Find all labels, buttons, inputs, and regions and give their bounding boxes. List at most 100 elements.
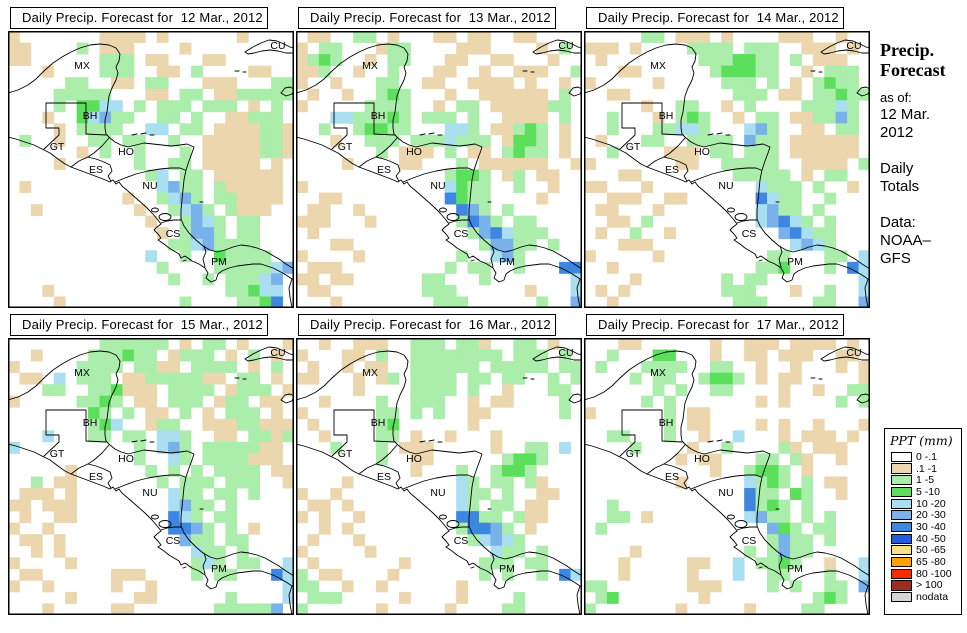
precip-cell	[433, 31, 446, 43]
precip-cell	[213, 568, 226, 581]
lake-outline	[151, 207, 159, 213]
precip-cell	[421, 395, 434, 408]
precip-cell	[225, 522, 238, 535]
country-label-cu: CU	[270, 347, 285, 359]
precip-cell	[191, 192, 203, 205]
precip-cell	[271, 123, 283, 136]
precip-cell	[248, 372, 261, 385]
precip-cell	[236, 261, 249, 274]
precip-map-15-mar-2012: MX CU BH GT HO ES NU CS PM	[7, 338, 295, 616]
precip-cell	[65, 88, 78, 101]
precip-cell	[732, 372, 745, 385]
precip-cell	[225, 476, 238, 489]
precip-cell	[732, 77, 745, 90]
precip-cell	[467, 192, 480, 205]
coastline	[7, 43, 295, 270]
precip-cell	[236, 464, 249, 477]
precip-cell	[271, 169, 283, 182]
precip-cell	[812, 146, 825, 159]
precip-cell	[202, 204, 215, 217]
precip-cell	[307, 557, 320, 570]
precip-cell	[191, 65, 203, 78]
precip-cell	[202, 499, 215, 512]
precip-cell	[330, 54, 343, 67]
precip-cell	[387, 407, 400, 420]
precip-cell	[858, 361, 871, 374]
precip-cell	[524, 88, 537, 101]
precip-cell	[225, 77, 238, 90]
precip-cell	[236, 181, 249, 193]
country-label-bh: BH	[659, 110, 674, 122]
precip-cell	[99, 384, 112, 397]
precip-cell	[99, 395, 112, 408]
precip-cell	[467, 169, 480, 182]
precip-cell	[236, 453, 249, 466]
precip-cell	[801, 349, 814, 362]
precip-cell	[156, 476, 169, 489]
precip-cell	[686, 157, 699, 170]
precip-cell	[801, 511, 814, 524]
precip-cell	[732, 65, 745, 78]
precip-cell	[744, 146, 756, 159]
country-label-es: ES	[377, 471, 391, 483]
precip-cell	[248, 88, 261, 101]
precip-cell	[778, 215, 791, 228]
precip-cell	[307, 580, 320, 593]
precip-cell	[421, 361, 434, 374]
precip-cell	[168, 65, 180, 78]
precip-cell	[282, 261, 295, 274]
precip-cell	[767, 42, 779, 55]
precip-cell	[259, 250, 272, 263]
precip-cell	[789, 181, 802, 193]
precip-cell	[501, 157, 514, 170]
precip-cell	[88, 123, 100, 136]
precip-cell	[835, 169, 848, 182]
precip-cell	[536, 227, 549, 240]
country-label-es: ES	[665, 164, 679, 176]
precip-cell	[156, 169, 169, 182]
precip-cell	[732, 284, 745, 297]
precip-cell	[318, 261, 331, 274]
precip-cell	[812, 522, 825, 535]
precip-cell	[618, 65, 631, 78]
precip-cell	[513, 603, 526, 616]
precip-cell	[686, 134, 699, 147]
precip-cell	[19, 372, 32, 385]
precip-cell	[42, 580, 55, 593]
precip-cell	[296, 407, 308, 420]
precip-cell	[296, 568, 308, 581]
precip-cell	[282, 384, 295, 397]
coastline	[419, 439, 443, 443]
legend-label: 1 -5	[916, 474, 935, 487]
precip-cell	[421, 77, 434, 90]
precip-cell	[42, 430, 55, 443]
precip-cell	[168, 134, 180, 147]
precip-cell	[410, 146, 423, 159]
precip-cell	[732, 111, 745, 124]
precip-cell	[812, 77, 825, 90]
precip-cell	[296, 215, 308, 228]
precip-cell	[664, 361, 676, 374]
precip-cell	[501, 100, 514, 113]
precip-cell	[19, 568, 32, 581]
coastline	[295, 43, 583, 270]
precip-cell	[122, 407, 135, 420]
precip-cell	[559, 568, 571, 581]
precip-cell	[744, 65, 756, 78]
precip-cell	[30, 545, 43, 558]
precip-cell	[259, 134, 272, 147]
precip-cell	[767, 54, 779, 67]
coastline	[707, 132, 731, 136]
precip-cell	[76, 361, 89, 374]
legend-label: 10 -20	[916, 497, 946, 510]
precip-cell	[330, 261, 343, 274]
precip-cell	[824, 511, 837, 524]
lake-outline	[151, 514, 159, 520]
precip-cell	[467, 488, 480, 500]
precip-cell	[479, 215, 491, 228]
precip-cell	[236, 372, 249, 385]
